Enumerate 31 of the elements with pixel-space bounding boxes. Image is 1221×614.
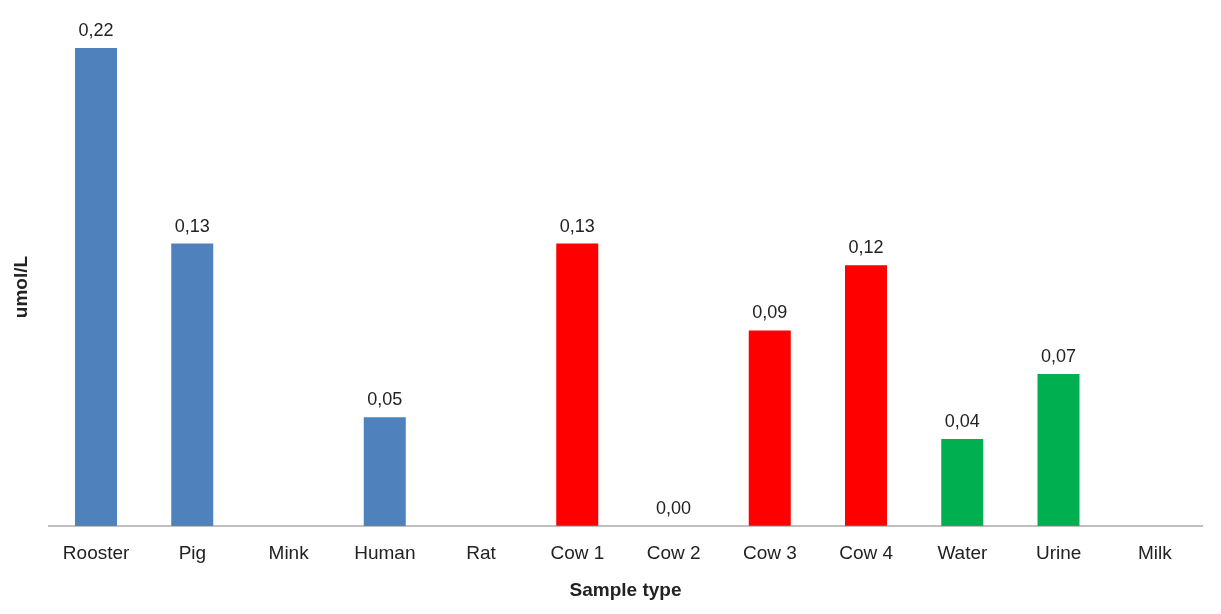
data-label: 0,22 [78, 20, 114, 40]
y-axis-title: umol/L [9, 255, 31, 319]
data-label: 0,12 [848, 237, 884, 258]
x-tick-label: Urine [1035, 542, 1082, 564]
x-tick-label: Cow 1 [550, 542, 605, 564]
bar [556, 243, 599, 526]
data-label: 0,13 [559, 215, 595, 236]
x-tick-label: Mink [268, 542, 310, 564]
data-label: 0,04 [944, 411, 980, 432]
x-tick-label: Pig [178, 542, 207, 564]
data-label: 0,05 [367, 389, 403, 410]
x-tick-label: Rooster [62, 542, 131, 564]
bar [748, 330, 791, 526]
x-tick-label: Cow 4 [839, 542, 894, 564]
x-tick-label: Rat [466, 542, 497, 564]
bar [1037, 373, 1080, 526]
bar [171, 243, 214, 526]
data-label: 0,07 [1041, 345, 1077, 366]
bar [845, 265, 887, 526]
bar [75, 48, 117, 526]
data-label: 0,13 [174, 215, 210, 236]
data-label: 0,00 [656, 498, 692, 518]
x-axis-title: Sample type [569, 579, 682, 600]
x-tick-label: Cow 2 [646, 542, 701, 564]
data-label: 0,09 [752, 302, 788, 323]
bar [941, 439, 984, 526]
x-tick-label: Cow 3 [742, 542, 797, 564]
x-tick-label: Water [937, 542, 989, 564]
bar [363, 417, 406, 526]
x-tick-label: Milk [1137, 542, 1173, 564]
x-tick-label: Human [354, 542, 416, 564]
